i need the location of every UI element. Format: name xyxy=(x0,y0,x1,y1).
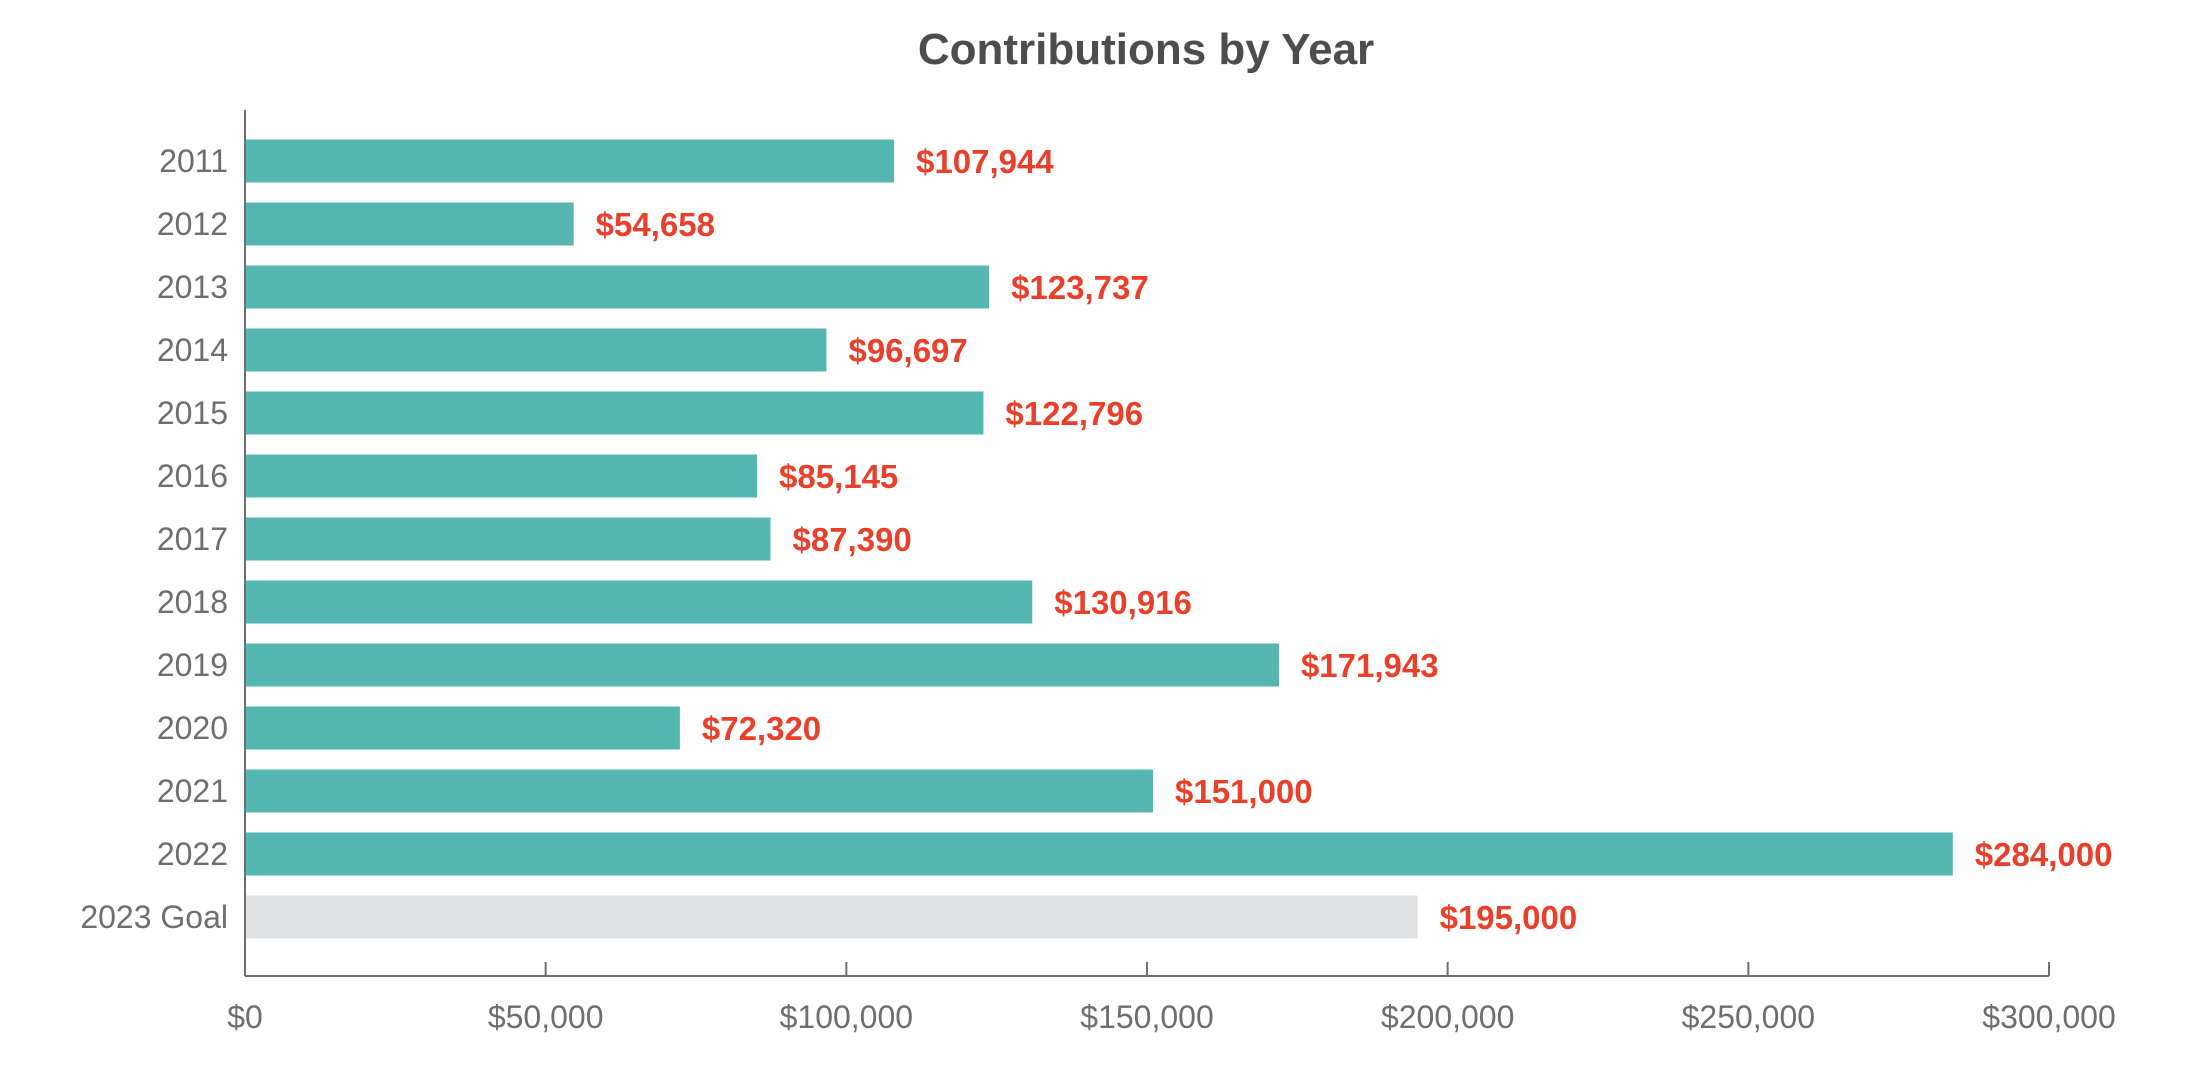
bar-2020 xyxy=(245,706,680,750)
value-label: $284,000 xyxy=(1975,836,2113,873)
value-label: $171,943 xyxy=(1301,647,1439,684)
category-label: 2017 xyxy=(157,521,228,557)
category-label: 2011 xyxy=(159,143,228,179)
value-label: $96,697 xyxy=(848,332,967,369)
axes-layer: $0 $50,000 $100,000 $150,000 $200,000 $250,00… xyxy=(227,110,2116,1035)
bar-2011 xyxy=(245,139,895,183)
value-label: $123,737 xyxy=(1011,269,1149,306)
bar-2021 xyxy=(245,769,1154,813)
category-label: 2013 xyxy=(157,269,228,305)
category-label: 2014 xyxy=(157,332,228,368)
x-tick-label: $300,000 xyxy=(1982,999,2115,1035)
bar-2017 xyxy=(245,517,771,561)
value-label: $87,390 xyxy=(793,521,912,558)
x-tick-label: $150,000 xyxy=(1080,999,1213,1035)
value-label: $72,320 xyxy=(702,710,821,747)
bar-2022 xyxy=(245,832,1953,876)
bar-2015 xyxy=(245,391,984,435)
bar-2023-goal xyxy=(245,895,1418,939)
value-label: $54,658 xyxy=(596,206,715,243)
category-label: 2023 Goal xyxy=(80,899,228,935)
category-label: 2016 xyxy=(157,458,228,494)
bar-2016 xyxy=(245,454,758,498)
bar-2014 xyxy=(245,328,827,372)
bar-2013 xyxy=(245,265,990,309)
x-tick-label: $0 xyxy=(227,999,263,1035)
value-label: $122,796 xyxy=(1005,395,1143,432)
bars-layer xyxy=(245,139,1953,939)
category-label: 2021 xyxy=(157,773,228,809)
value-label: $85,145 xyxy=(779,458,898,495)
x-tick-label: $100,000 xyxy=(780,999,913,1035)
x-tick-label: $50,000 xyxy=(488,999,604,1035)
value-label: $107,944 xyxy=(916,143,1054,180)
bar-2018 xyxy=(245,580,1033,624)
category-label: 2020 xyxy=(157,710,228,746)
category-label: 2012 xyxy=(157,206,228,242)
x-tick-label: $200,000 xyxy=(1381,999,1514,1035)
x-tick-label: $250,000 xyxy=(1682,999,1815,1035)
value-label: $130,916 xyxy=(1054,584,1192,621)
category-label: 2018 xyxy=(157,584,228,620)
bar-2012 xyxy=(245,202,574,246)
bar-2019 xyxy=(245,643,1279,687)
chart-title: Contributions by Year xyxy=(918,25,1374,74)
value-label: $151,000 xyxy=(1175,773,1313,810)
category-label: 2015 xyxy=(157,395,228,431)
value-label: $195,000 xyxy=(1440,899,1578,936)
labels-layer: 2011 $107,944 2012 $54,658 2013 $123,737 2014 $… xyxy=(80,143,2112,936)
category-label: 2019 xyxy=(157,647,228,683)
category-label: 2022 xyxy=(157,836,228,872)
